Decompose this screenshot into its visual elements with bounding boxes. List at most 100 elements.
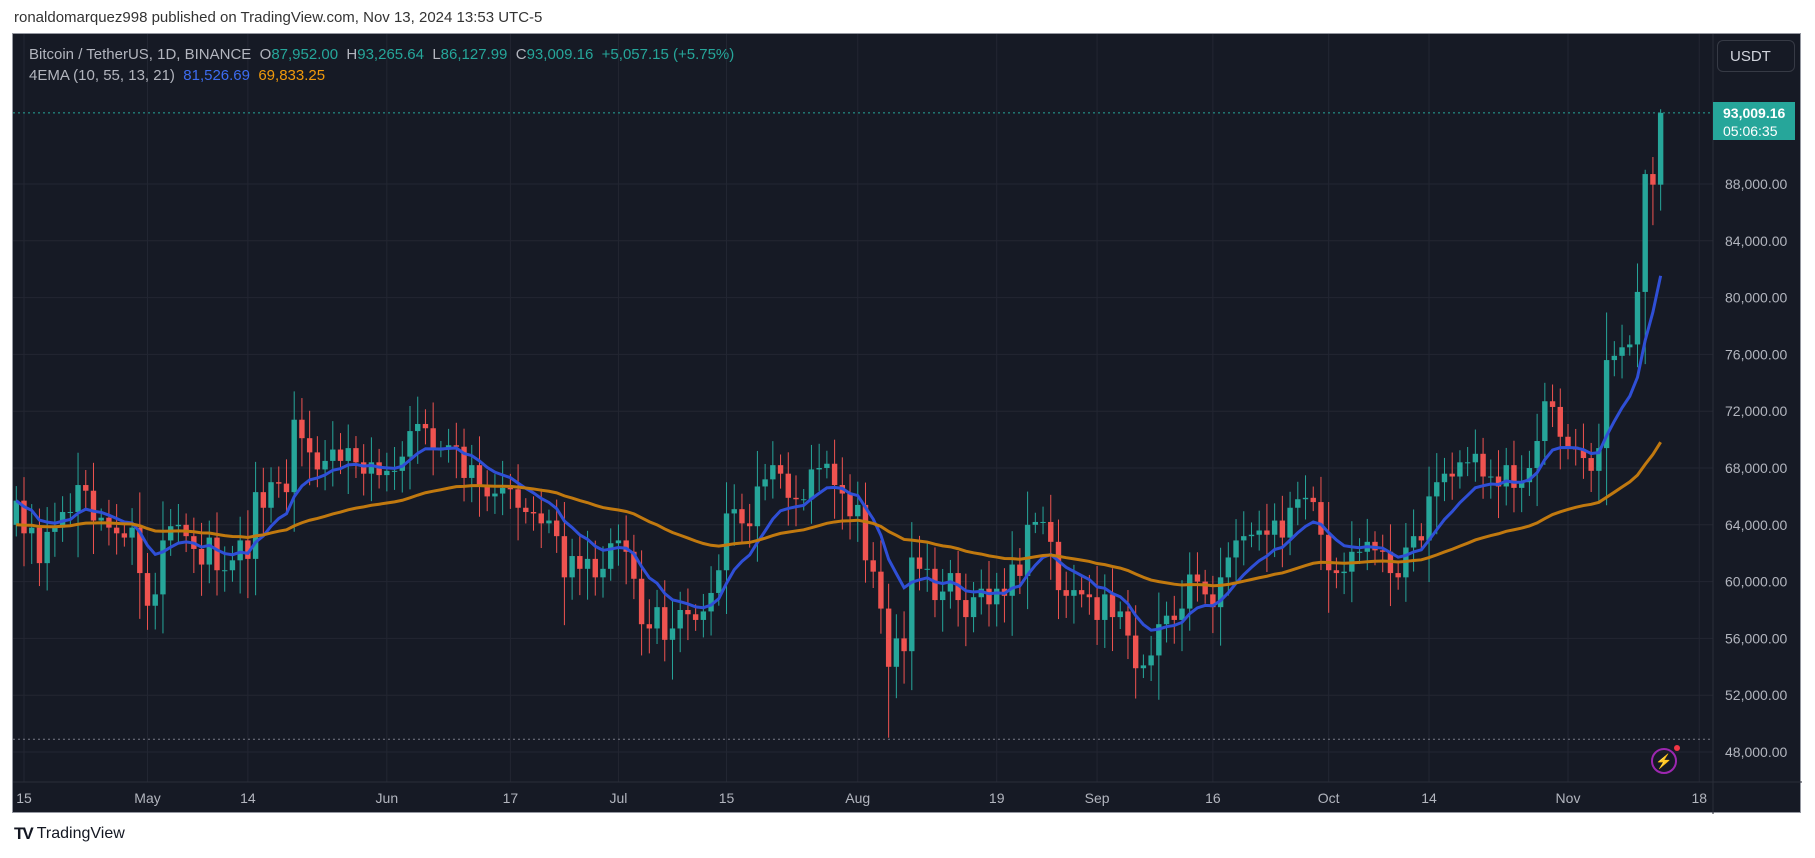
candle-down <box>430 428 436 450</box>
candle-down <box>353 448 359 463</box>
candle-down <box>83 485 89 491</box>
candle-up <box>716 570 722 593</box>
candle-down <box>1171 615 1177 620</box>
symbol-label[interactable]: Bitcoin / TetherUS, 1D, BINANCE <box>29 46 252 63</box>
candle-up <box>391 470 398 472</box>
candle-up <box>801 499 807 501</box>
candle-down <box>631 551 637 579</box>
candle-up <box>1287 507 1293 538</box>
candle-up <box>584 558 591 569</box>
candle-up <box>1472 453 1479 463</box>
candle-up <box>1117 611 1123 618</box>
candle-down <box>1318 502 1324 535</box>
x-tick-label: 17 <box>503 790 519 806</box>
candle-down <box>1310 497 1316 503</box>
candle-down <box>553 520 560 537</box>
candle-up <box>939 591 946 601</box>
candle-down <box>561 536 568 578</box>
candle-down <box>1549 401 1556 407</box>
candle-up <box>222 570 228 572</box>
candle-up <box>1163 615 1170 625</box>
candle-down <box>276 482 282 484</box>
candle-down <box>785 473 791 498</box>
candle-down <box>144 573 151 606</box>
candle-down <box>1557 406 1563 437</box>
candle-up <box>1148 655 1154 666</box>
candle-down <box>306 438 313 453</box>
candle-down <box>746 523 753 527</box>
candle-down <box>1380 550 1386 552</box>
candle-up <box>1542 401 1548 442</box>
candle-up <box>229 560 236 571</box>
candle-up <box>731 509 737 514</box>
candle-down <box>885 608 892 667</box>
candle-up <box>546 520 552 524</box>
candle-up <box>1434 482 1440 497</box>
x-tick-label: 14 <box>240 790 256 806</box>
candle-down <box>638 578 645 625</box>
x-tick-label: 15 <box>16 790 32 806</box>
x-tick-label: 19 <box>989 790 1005 806</box>
y-tick-label: 60,000.00 <box>1725 574 1787 590</box>
candle-up <box>1603 360 1610 449</box>
candle-up <box>368 462 375 474</box>
candle-down <box>739 509 745 524</box>
y-tick-label: 52,000.00 <box>1725 687 1787 703</box>
candle-down <box>623 540 629 552</box>
currency-button[interactable]: USDT <box>1717 40 1795 72</box>
candle-up <box>1526 468 1533 483</box>
candle-up <box>98 517 104 521</box>
candle-up <box>1241 536 1247 541</box>
x-tick-label: Sep <box>1085 790 1110 806</box>
chart-panel[interactable]: 48,000.00 52,000.00 56,000.00 60,000.00 64,0… <box>12 33 1802 814</box>
candle-up <box>762 479 768 487</box>
candle-up <box>44 531 50 564</box>
x-tick-label: Jul <box>609 790 627 806</box>
last-price: 93,009.16 <box>1723 105 1786 121</box>
lightning-icon[interactable]: ⚡ <box>1651 745 1680 774</box>
open-label: O <box>259 46 272 63</box>
candle-up <box>970 597 977 618</box>
candle-down <box>299 419 305 439</box>
price-chart[interactable]: 48,000.00 52,000.00 56,000.00 60,000.00 64,0… <box>13 34 1802 814</box>
candle-down <box>1109 594 1116 618</box>
candle-down <box>283 483 290 493</box>
candle-down <box>121 533 128 538</box>
candle-down <box>777 465 784 474</box>
candle-up <box>994 588 1000 605</box>
candle-down <box>484 485 490 497</box>
candle-up <box>708 592 714 612</box>
candle-up <box>29 527 35 534</box>
candle-up <box>415 423 421 432</box>
candle-down <box>916 557 923 569</box>
candle-down <box>1279 520 1286 538</box>
candle-down <box>1449 473 1455 477</box>
candle-down <box>1202 581 1208 595</box>
candle-down <box>878 571 884 609</box>
candle-up <box>52 527 58 532</box>
candle-down <box>1588 458 1594 471</box>
candle-down <box>538 513 544 524</box>
candle-up <box>1611 355 1618 361</box>
y-tick-label: 68,000.00 <box>1725 460 1787 476</box>
x-tick-label: 18 <box>1691 790 1707 806</box>
candle-up <box>268 482 274 508</box>
candle-up <box>492 493 498 497</box>
x-tick-label: 16 <box>1205 790 1221 806</box>
candle-up <box>1225 557 1232 578</box>
candle-down <box>986 588 992 605</box>
candle-down <box>1094 597 1100 620</box>
y-tick-label: 56,000.00 <box>1725 630 1787 646</box>
candle-up <box>654 607 660 629</box>
candle-up <box>893 638 900 667</box>
candle-up <box>237 540 243 561</box>
y-tick-label: 48,000.00 <box>1725 744 1787 760</box>
footer-brand: TV TradingView <box>14 824 125 844</box>
candle-up <box>469 465 475 478</box>
candle-up <box>608 543 614 569</box>
candle-up <box>1534 441 1540 468</box>
candle-up <box>499 487 506 494</box>
indicator-label[interactable]: 4EMA (10, 55, 13, 21) <box>29 67 175 84</box>
candle-up <box>754 486 761 527</box>
candle-down <box>1063 590 1069 596</box>
